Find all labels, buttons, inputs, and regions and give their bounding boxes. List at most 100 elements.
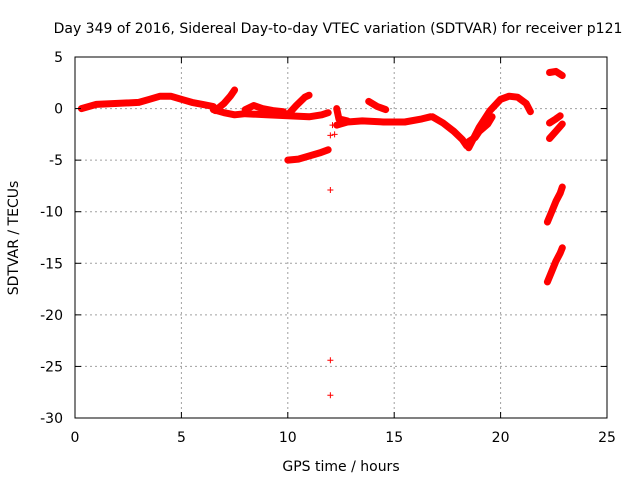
data-point-marker — [549, 68, 556, 75]
data-point-marker — [325, 109, 332, 116]
data-point-marker — [183, 97, 190, 104]
data-point-marker — [555, 252, 562, 259]
data-point-marker — [550, 263, 557, 270]
data-point-marker — [472, 131, 479, 138]
data-point-marker — [314, 150, 321, 157]
data-point-marker — [191, 99, 198, 106]
data-point-marker — [527, 108, 534, 115]
data-point-marker — [300, 154, 307, 161]
data-point-marker — [327, 392, 334, 399]
data-point-marker — [316, 149, 323, 156]
data-point-marker — [295, 156, 302, 163]
data-point-marker — [544, 219, 551, 226]
tick-labels: 0 5 10 15 20 25 5 0 -5 -10 -15 -20 -25 -30 — [40, 50, 616, 446]
data-point-marker — [468, 139, 475, 146]
data-point-marker — [546, 273, 553, 280]
data-point-marker — [231, 87, 238, 94]
data-point-marker — [318, 111, 325, 118]
y-tick-label: -5 — [49, 153, 63, 169]
data-point-marker — [199, 101, 206, 108]
data-point-marker — [306, 113, 313, 120]
data-point-marker — [143, 97, 150, 104]
data-point-marker — [90, 102, 97, 109]
data-point-marker — [149, 95, 156, 102]
data-point-marker — [418, 115, 425, 122]
data-point-marker — [421, 115, 428, 122]
data-point-marker — [298, 155, 305, 162]
data-point-marker — [173, 94, 180, 101]
data-point-marker — [401, 118, 408, 125]
data-point-marker — [551, 200, 558, 207]
data-point-marker — [309, 113, 316, 120]
data-point-marker — [547, 211, 554, 218]
data-point-marker — [554, 195, 561, 202]
data-point-marker — [416, 116, 423, 123]
data-point-marker — [322, 110, 329, 117]
data-point-marker — [341, 117, 348, 124]
y-tick-label: 0 — [54, 102, 63, 118]
data-point-marker — [253, 103, 260, 110]
data-point-marker — [242, 106, 249, 113]
data-point-marker — [202, 101, 209, 108]
data-point-marker — [141, 97, 148, 104]
data-point-marker — [525, 105, 532, 112]
data-point-marker — [555, 192, 562, 199]
x-axis-label: GPS time / hours — [282, 459, 399, 475]
data-point-marker — [379, 105, 386, 112]
data-point-marker — [333, 105, 340, 112]
data-point-marker — [557, 249, 564, 256]
data-point-marker — [146, 96, 153, 103]
data-point-marker — [557, 190, 564, 197]
y-tick-label: -20 — [40, 308, 63, 324]
data-point-marker — [306, 92, 313, 99]
data-point-marker — [551, 260, 558, 267]
data-point-marker — [151, 94, 158, 101]
data-point-marker — [374, 103, 381, 110]
y-tick-label: 5 — [54, 50, 63, 66]
data-point-marker — [327, 187, 334, 194]
data-point-marker — [259, 105, 266, 112]
data-point-marker — [175, 95, 182, 102]
data-point-marker — [306, 153, 313, 160]
data-point-marker — [335, 113, 342, 120]
data-point-marker — [181, 97, 188, 104]
data-point-marker — [557, 112, 564, 119]
data-point-marker — [558, 247, 565, 254]
data-point-marker — [303, 153, 310, 160]
data-point-marker — [548, 208, 555, 215]
data-point-marker — [550, 203, 557, 210]
data-point-marker — [334, 110, 341, 117]
data-point-marker — [500, 95, 507, 102]
y-tick-label: -30 — [40, 411, 63, 427]
data-point-marker — [223, 110, 230, 117]
data-point-marker — [523, 100, 530, 107]
data-point-marker — [549, 265, 556, 272]
data-point-marker — [84, 103, 91, 110]
data-point-marker — [280, 108, 287, 115]
data-point-marker — [377, 104, 384, 111]
data-point-marker — [407, 117, 414, 124]
data-point-marker — [474, 126, 481, 133]
data-point-marker — [329, 122, 336, 129]
chart-title: Day 349 of 2016, Sidereal Day-to-day VTE… — [54, 21, 623, 37]
data-point-marker — [220, 109, 227, 116]
data-point-marker — [197, 100, 204, 107]
y-axis-label: SDTVAR / TECUs — [6, 181, 22, 296]
data-point-marker — [228, 111, 235, 118]
data-point-band — [465, 92, 534, 152]
data-point-marker — [467, 142, 474, 149]
data-point-marker — [250, 102, 257, 109]
data-point-marker — [319, 148, 326, 155]
x-tick-label: 10 — [279, 430, 297, 446]
data-point-marker — [552, 198, 559, 205]
data-point-marker — [205, 102, 211, 109]
y-tick-label: -15 — [40, 256, 63, 272]
data-point-marker — [544, 278, 551, 285]
data-point-marker — [559, 244, 566, 251]
x-tick-label: 0 — [71, 430, 80, 446]
data-point-marker — [135, 99, 142, 106]
data-point-marker — [267, 107, 274, 114]
data-point-marker — [546, 213, 553, 220]
data-point-marker — [471, 134, 477, 141]
